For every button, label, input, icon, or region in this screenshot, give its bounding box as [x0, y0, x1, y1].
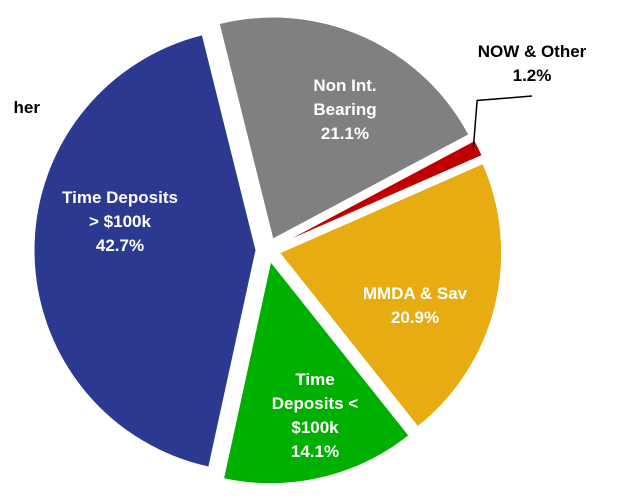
slice-label: NOW & Other 1.2% — [462, 40, 602, 88]
pie-slice — [278, 139, 483, 246]
slice-label: Time Deposits < $100k 14.1% — [260, 368, 370, 464]
category-label: NOW & Other — [477, 42, 587, 61]
value-label: 21.1% — [320, 124, 370, 143]
value-label: 1.2% — [512, 66, 552, 85]
slice-label: MMDA & Sav 20.9% — [330, 282, 500, 330]
slice-label: Time Deposits > $100k 42.7% — [55, 186, 185, 258]
category-label: Time Deposits > $100k — [62, 188, 178, 231]
category-label: MMDA & Sav — [362, 284, 468, 303]
value-label: 20.9% — [390, 308, 440, 327]
leader-line — [472, 95, 533, 151]
value-label: 42.7% — [95, 236, 145, 255]
value-label: 14.1% — [290, 442, 340, 461]
slice-label: Non Int. Bearing 21.1% — [290, 74, 400, 146]
pie-slice — [33, 34, 257, 468]
annotation: her — [13, 98, 40, 117]
category-label: Time Deposits < $100k — [271, 370, 359, 437]
category-label: Non Int. Bearing — [313, 76, 377, 119]
pie-slice — [278, 162, 503, 428]
pie-slice — [218, 16, 470, 240]
pie-slice — [222, 260, 410, 485]
